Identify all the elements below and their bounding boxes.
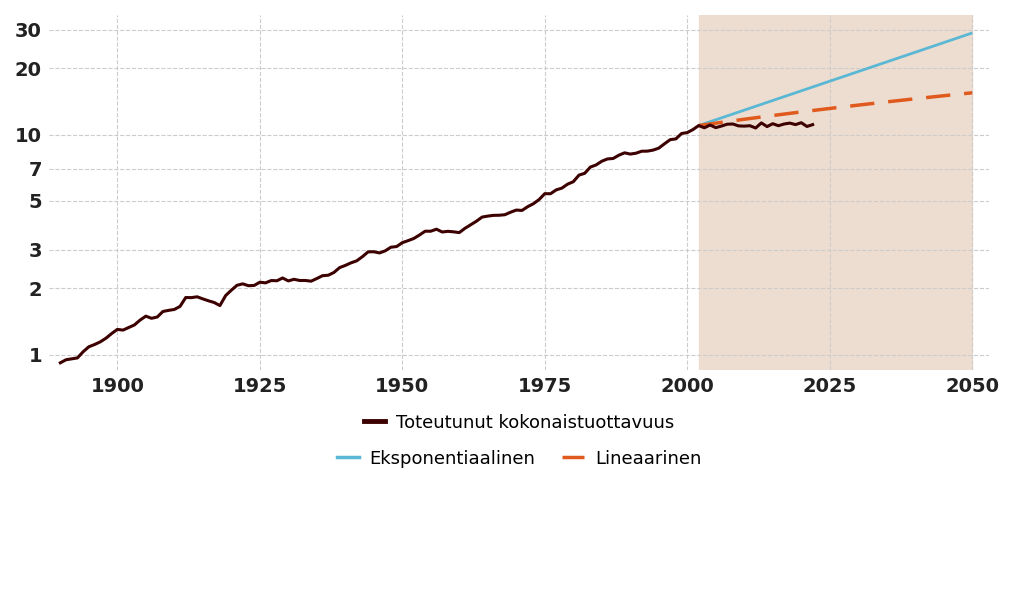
Bar bbox=[699, 15, 972, 370]
Legend: Eksponentiaalinen, Lineaarinen: Eksponentiaalinen, Lineaarinen bbox=[330, 443, 709, 475]
